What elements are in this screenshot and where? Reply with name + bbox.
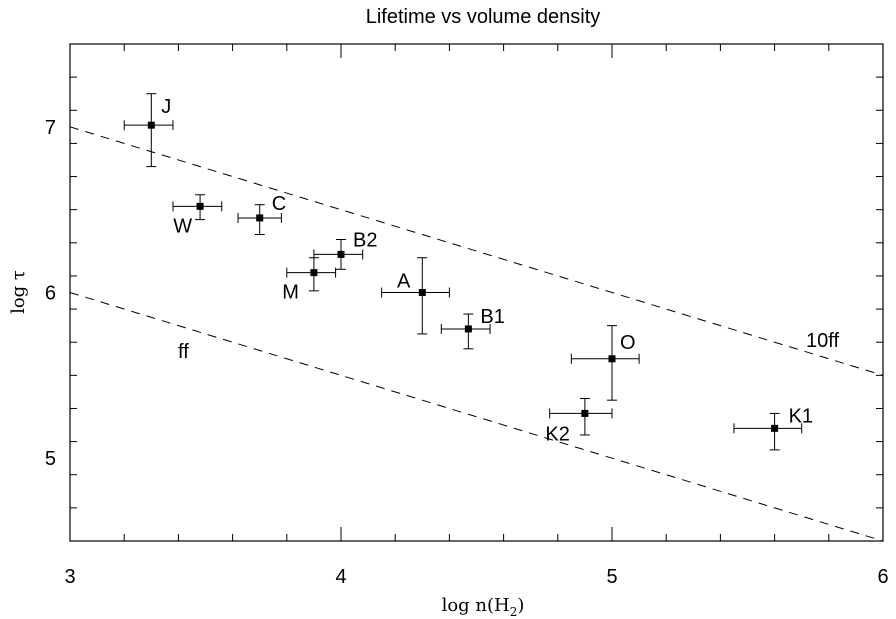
chart-title: Lifetime vs volume density (366, 6, 601, 28)
point-label: J (161, 96, 171, 118)
data-point-B1: B1 (440, 306, 505, 350)
data-point-C: C (237, 193, 286, 236)
y-axis-label: log τ (8, 270, 29, 314)
data-point-W: W (172, 194, 223, 237)
y-tick-label: 5 (45, 448, 56, 470)
point-label: O (620, 332, 636, 354)
point-label: K2 (545, 423, 569, 445)
point-label: A (397, 271, 411, 293)
reference-line-label: 10ff (806, 330, 839, 352)
point-label: B1 (480, 306, 504, 328)
x-tick-label: 4 (335, 566, 346, 588)
point-marker (196, 202, 204, 210)
point-marker (256, 214, 264, 222)
point-label: B2 (353, 229, 377, 251)
data-point-O: O (570, 325, 640, 401)
point-label: M (282, 282, 299, 304)
y-tick-label: 6 (45, 283, 56, 305)
reference-line-label: ff (178, 341, 189, 363)
reference-lines: 10ff ff (69, 126, 884, 542)
data-point-K1: K1 (733, 405, 813, 451)
axis-ticks (69, 43, 884, 542)
point-marker (147, 121, 155, 129)
x-axis-label: log n(H2) (442, 595, 525, 619)
point-marker (464, 325, 472, 333)
data-point-A: A (381, 257, 450, 335)
data-point-B2: B2 (313, 229, 377, 270)
data-point-J: J (123, 93, 174, 168)
point-marker (771, 424, 779, 432)
x-tick-label: 5 (606, 566, 617, 588)
point-marker (608, 355, 616, 363)
tick-labels: 3 4 5 6 5 6 7 (45, 117, 889, 588)
plot-frame (69, 43, 884, 542)
point-label: C (272, 193, 286, 215)
x-tick-label: 6 (877, 566, 888, 588)
reference-line-10ff (69, 126, 884, 376)
x-tick-label: 3 (64, 566, 75, 588)
data-point-M: M (282, 257, 337, 304)
point-marker (310, 269, 318, 277)
data-point-K2: K2 (545, 398, 613, 445)
y-tick-label: 7 (45, 117, 56, 139)
data-points: J W C B2 M A B1 O K2 K1 (123, 93, 813, 451)
point-marker (337, 250, 345, 258)
point-marker (581, 409, 589, 417)
reference-line-ff (69, 292, 884, 542)
point-label: W (173, 215, 192, 237)
point-label: K1 (789, 405, 813, 427)
point-marker (418, 289, 426, 296)
